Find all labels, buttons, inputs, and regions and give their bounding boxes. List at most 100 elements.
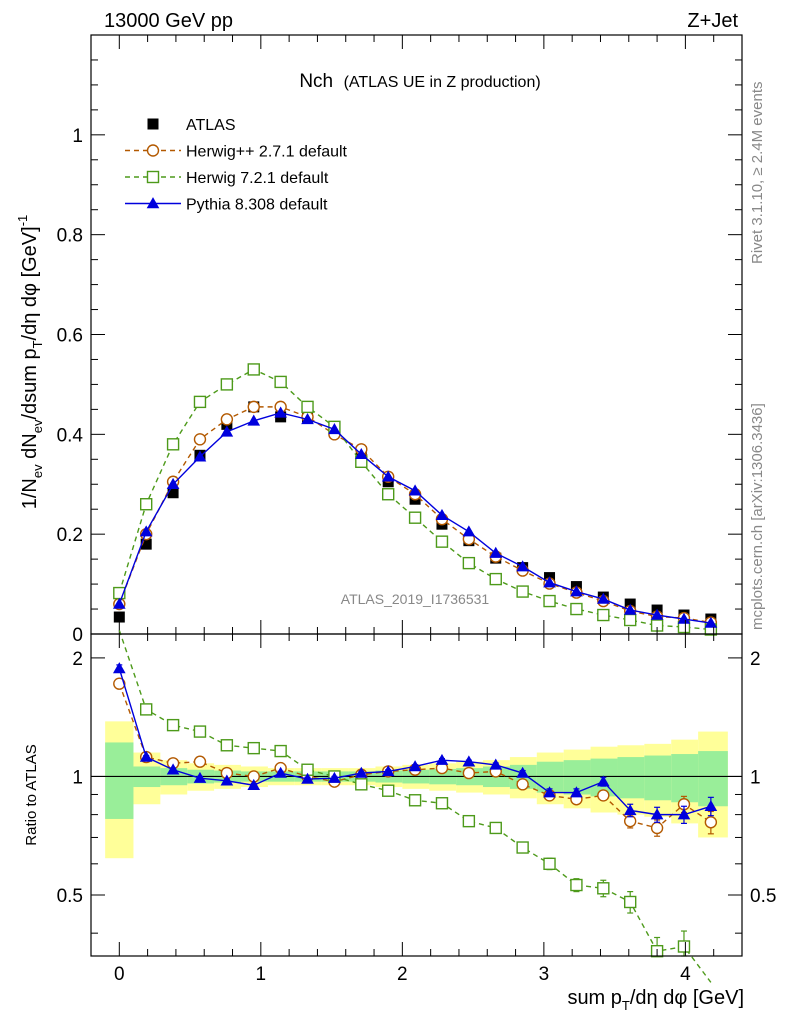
chart-title-group: Nch (ATLAS UE in Z production) [299, 71, 540, 92]
data-point [543, 594, 556, 608]
series-3 [112, 406, 718, 628]
legend-marker [147, 118, 159, 130]
ratio-point [650, 808, 664, 820]
data-point [489, 572, 502, 586]
y-tick-label: 0.4 [57, 425, 84, 446]
data-point [193, 433, 207, 446]
ratio-point [462, 766, 476, 780]
data-point [704, 616, 718, 628]
ratio-band-inner-bin [671, 754, 699, 803]
data-point [328, 423, 341, 435]
ratio-point [704, 799, 718, 812]
ratio-point [596, 775, 610, 787]
header-right: Z+Jet [687, 10, 738, 32]
y-tick-label: 0.2 [57, 525, 83, 546]
data-point [435, 535, 449, 548]
ylabel-part-a: 1/N [19, 478, 41, 509]
x-axis-label: sum pT/dη dφ [GeV] [567, 987, 744, 1013]
ratio-point [274, 744, 287, 758]
data-point [301, 400, 314, 414]
legend-entry: Herwig 7.2.1 default [125, 170, 329, 187]
ratio-band [91, 721, 742, 859]
ratio-point [704, 816, 718, 829]
ratio-point [247, 741, 260, 755]
xlabel-sub: T [622, 998, 630, 1013]
data-point [220, 378, 234, 391]
data-point [408, 484, 422, 496]
ratio-band-inner-bin [698, 751, 728, 807]
data-point [516, 560, 529, 572]
ratio-series-3 [112, 662, 718, 824]
legend-label: Herwig 7.2.1 default [186, 170, 329, 187]
ratio-point [650, 821, 664, 835]
ratio-panel-axes: 0.5 0.5 1 1 2 2 0 1 2 3 4 [57, 633, 776, 985]
ratio-point [489, 821, 502, 835]
ratio-tick-label-left: 0.5 [57, 886, 83, 907]
ratio-point [677, 940, 691, 953]
ratio-y-axis-label: Ratio to ATLAS [23, 744, 40, 845]
data-point [543, 576, 556, 588]
data-point [516, 585, 529, 598]
legend: ATLAS Herwig++ 2.7.1 default Herwig 7.2.1 … [125, 117, 348, 214]
ratio-point [354, 766, 368, 778]
ratio-point [220, 774, 234, 786]
legend-entry: ATLAS [147, 117, 236, 134]
data-point [489, 546, 503, 558]
data-point [166, 438, 180, 451]
ratio-point [462, 755, 476, 767]
y-tick-label: 0 [72, 625, 83, 646]
data-point [139, 525, 153, 537]
data-point [570, 602, 583, 616]
data-point [167, 487, 179, 499]
analysis-watermark: ATLAS_2019_I1736531 [341, 591, 490, 607]
ylabel-part-c: /dsum p [19, 348, 41, 419]
mcplots-label: mcplots.cern.ch [arXiv:1306.3436] [749, 403, 766, 630]
data-point [650, 608, 664, 620]
x-tick-label: 2 [397, 964, 408, 985]
ylabel-sub-a: ev [30, 464, 45, 478]
ratio-tick-label-right: 1 [750, 767, 761, 788]
x-tick-label: 0 [114, 964, 125, 985]
ratio-series-2 [118, 630, 712, 983]
ratio-tick-label-left: 1 [72, 767, 83, 788]
data-point [408, 511, 422, 524]
data-point [462, 556, 476, 570]
ratio-point [516, 778, 529, 791]
legend-label: ATLAS [186, 117, 236, 134]
legend-label: Pythia 8.308 default [186, 197, 328, 214]
ylabel-sup: -1 [15, 215, 30, 227]
ratio-point [543, 857, 556, 871]
rivet-label: Rivet 3.1.10, ≥ 2.4M events [749, 82, 766, 265]
main-panel-background [91, 35, 742, 634]
legend-entry: Pythia 8.308 default [125, 197, 328, 214]
ratio-point [166, 763, 180, 775]
data-point [113, 611, 125, 623]
ratio-point [301, 772, 314, 784]
ratio-tick-label-right: 2 [750, 649, 761, 670]
data-point [381, 488, 395, 501]
data-point [247, 414, 261, 426]
chart-subtitle: (ATLAS UE in Z production) [344, 74, 541, 91]
data-point [354, 447, 368, 460]
y-tick-label: 0.8 [57, 226, 83, 247]
data-point [597, 608, 610, 622]
data-point [462, 525, 476, 537]
ratio-point [274, 766, 287, 778]
data-point [193, 395, 207, 409]
ratio-point [597, 789, 610, 802]
chart-title: Nch [299, 71, 333, 92]
legend-marker [146, 197, 160, 209]
ratio-point [570, 878, 583, 892]
ratio-point [408, 794, 422, 807]
data-point [220, 425, 234, 437]
data-point [247, 400, 260, 414]
ratio-band-inner-bin [105, 742, 134, 819]
data-point [247, 363, 260, 376]
ratio-band-inner-bin [644, 755, 672, 801]
data-point [570, 585, 583, 597]
ratio-tick-label-right: 0.5 [750, 886, 776, 907]
ratio-point [435, 797, 449, 810]
ylabel-sub-b: ev [30, 419, 45, 433]
ratio-point [139, 703, 153, 716]
ratio-point [516, 766, 529, 778]
